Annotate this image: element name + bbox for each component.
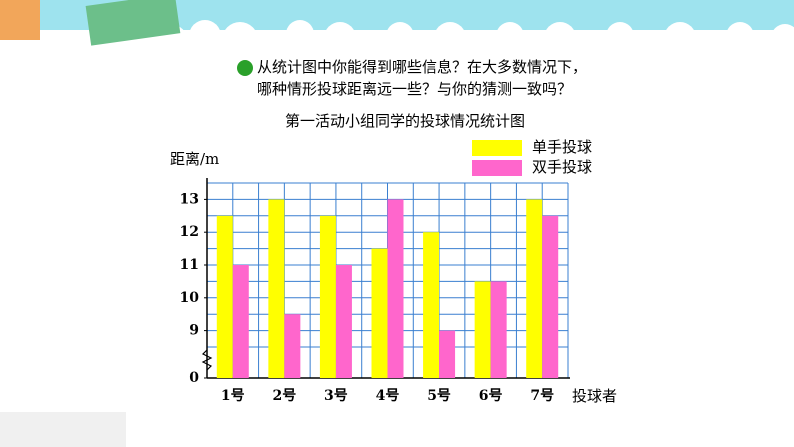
- x-tick-label: 2号: [272, 388, 296, 404]
- bar: [490, 281, 507, 378]
- bullet: [237, 60, 253, 76]
- bar: [387, 199, 404, 378]
- y-axis-label: 距离/m: [170, 150, 219, 168]
- bar: [371, 248, 388, 378]
- bar: [542, 215, 559, 378]
- axis-break: [201, 349, 213, 371]
- x-tick-label: 4号: [376, 388, 400, 404]
- x-tick-label: 3号: [324, 388, 348, 404]
- y-tick-label: 11: [180, 257, 199, 273]
- y-tick-label: 13: [180, 191, 199, 207]
- decor-book: [0, 0, 40, 40]
- x-axis-label: 投球者: [572, 387, 617, 405]
- x-tick-label: 5号: [427, 388, 451, 404]
- legend-label: 单手投球: [532, 138, 592, 156]
- bar: [268, 199, 285, 378]
- bar: [232, 265, 249, 378]
- question-line: 从统计图中你能得到哪些信息？在大多数情况下，: [257, 58, 587, 76]
- bar: [319, 215, 336, 378]
- legend-swatch: [472, 160, 522, 176]
- bar: [284, 314, 301, 378]
- y-tick-label: 12: [180, 224, 199, 240]
- bar: [216, 215, 233, 378]
- question-line: 哪种情形投球距离远一些？与你的猜测一致吗？: [257, 80, 572, 98]
- clouds: [152, 20, 794, 60]
- chart-title: 第一活动小组同学的投球情况统计图: [285, 112, 525, 130]
- y-tick-label: 0: [189, 370, 199, 386]
- decor-corner: [0, 412, 126, 447]
- bar: [439, 330, 456, 378]
- bar: [526, 199, 543, 378]
- bar: [335, 265, 352, 378]
- y-tick-label: 10: [180, 290, 200, 306]
- bar: [474, 281, 491, 378]
- legend-swatch: [472, 140, 522, 156]
- decor-book: [85, 0, 181, 46]
- bar: [423, 232, 440, 378]
- y-tick-label: 9: [189, 323, 199, 339]
- x-tick-label: 7号: [530, 388, 554, 404]
- legend-label: 双手投球: [532, 158, 592, 176]
- x-tick-label: 1号: [221, 388, 245, 404]
- x-tick-label: 6号: [479, 388, 503, 404]
